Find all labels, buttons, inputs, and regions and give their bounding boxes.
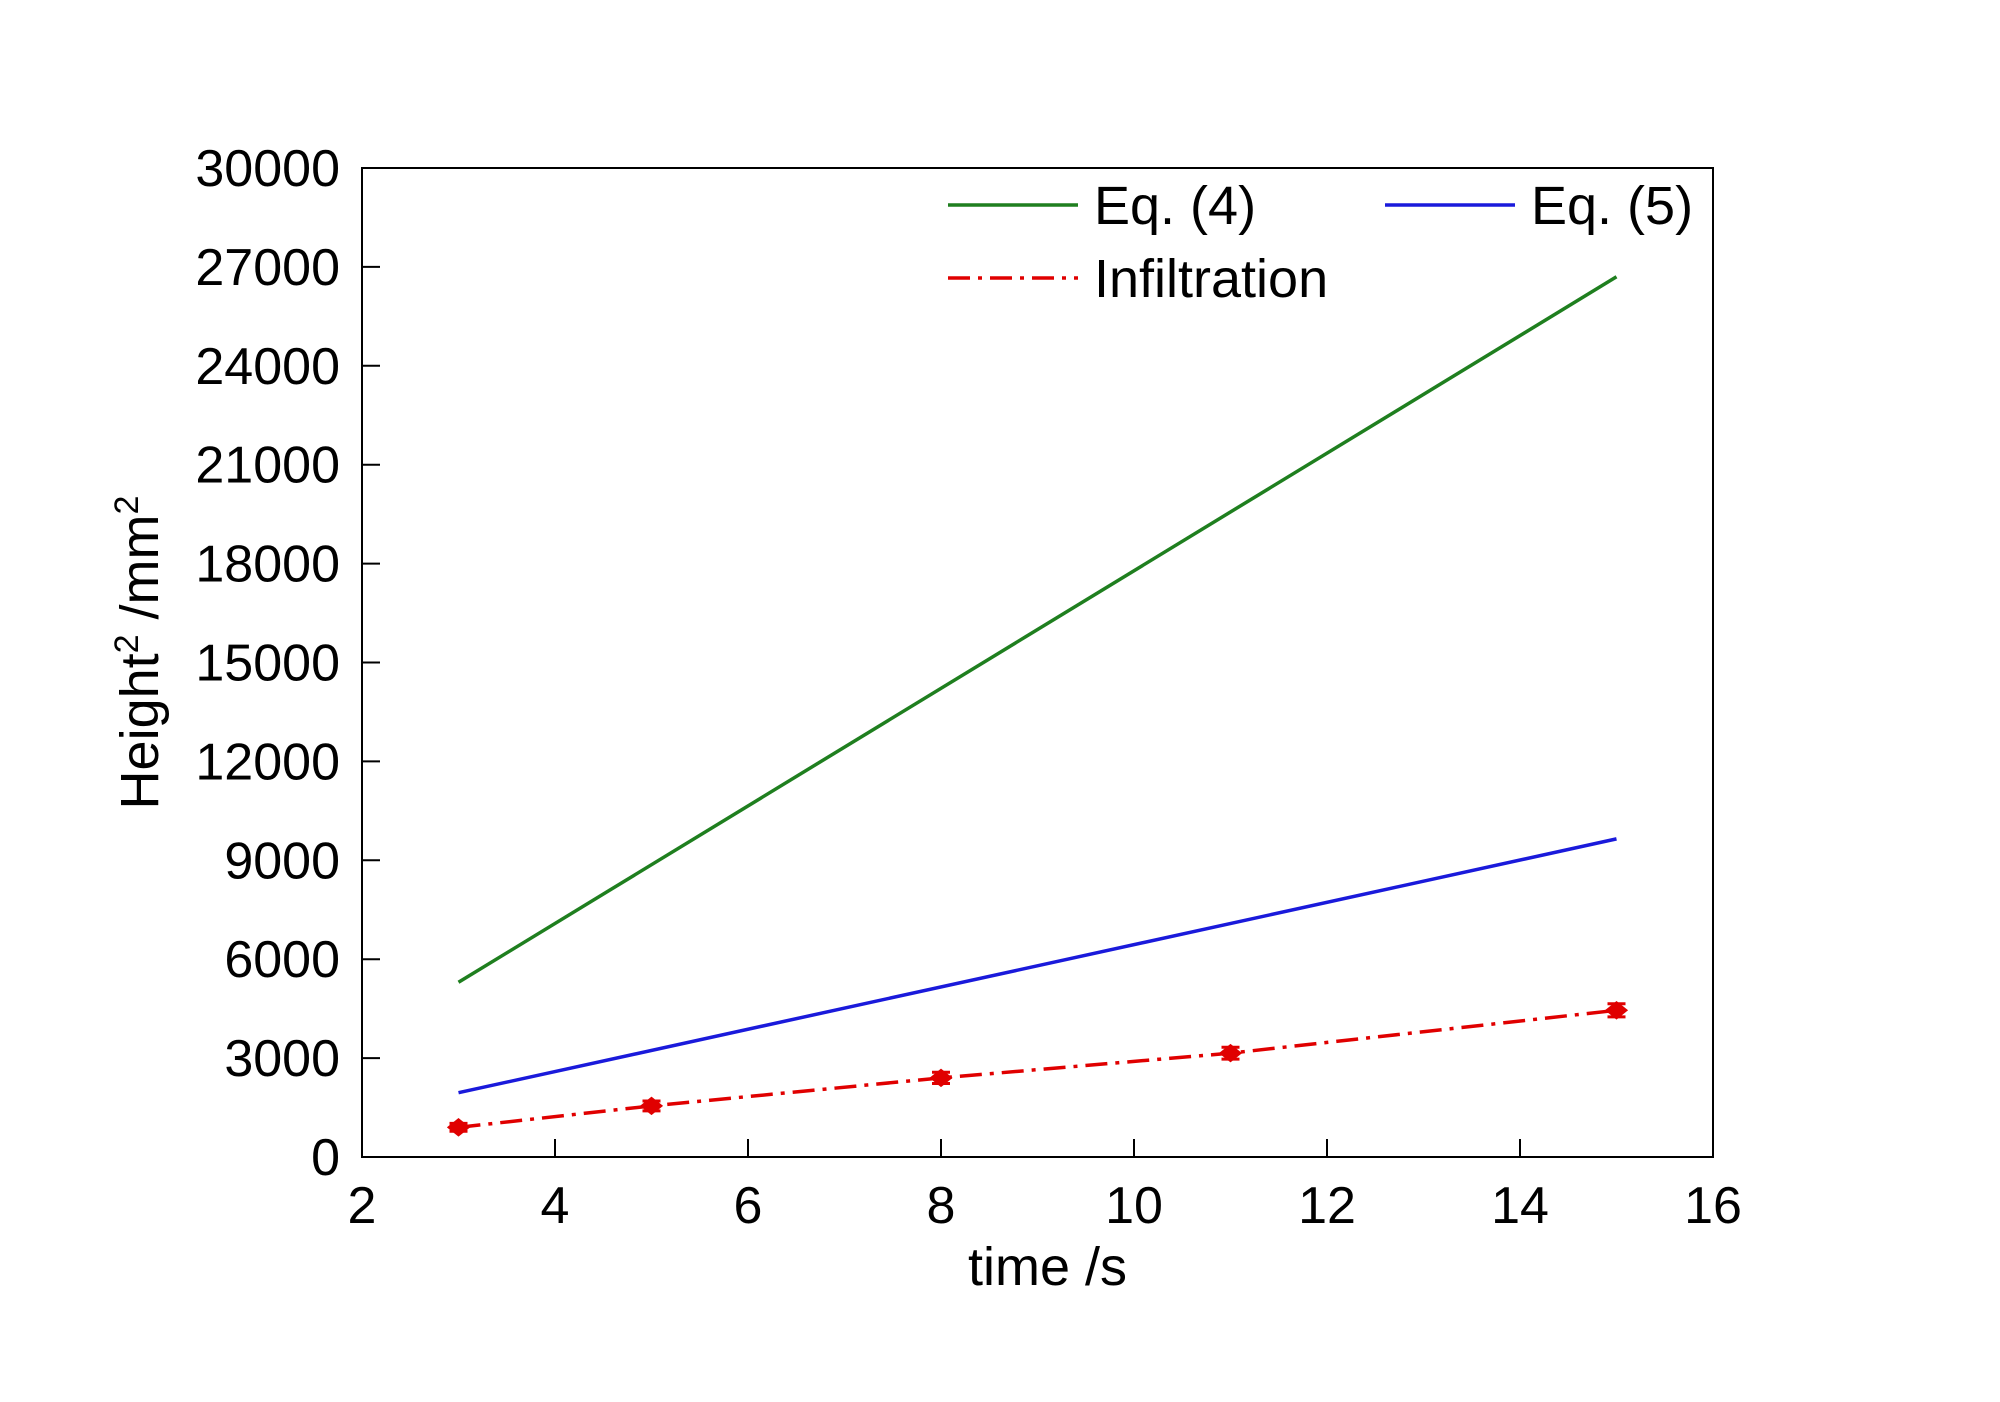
y-tick-label: 9000: [224, 832, 340, 890]
legend-label-1: Eq. (4): [1094, 176, 1256, 236]
data-point: [1604, 1001, 1629, 1020]
series-line-3: [458, 1008, 1617, 1130]
legend-label-3: Infiltration: [1094, 249, 1328, 309]
data-point: [929, 1068, 953, 1088]
x-tick-label: 2: [348, 1177, 377, 1235]
y-tick-label: 18000: [195, 536, 340, 594]
y-axis-ticks: 0 3000 6000 9000 12000 15000 18000 21000 24000 27…: [195, 140, 380, 1187]
legend-label-2: Eq. (5): [1531, 176, 1693, 236]
y-tick-label: 30000: [195, 140, 340, 198]
y-tick-label: 3000: [224, 1030, 340, 1088]
series-layer: [446, 275, 1629, 1137]
x-tick-label: 8: [927, 1177, 956, 1235]
y-tick-label: 24000: [195, 338, 340, 396]
y-tick-label: 15000: [195, 635, 340, 693]
x-tick-label: 12: [1298, 1177, 1356, 1235]
x-axis-label: time /s: [968, 1237, 1127, 1297]
x-axis-ticks: 2 4 6 8 10 12 14 16: [348, 1139, 1742, 1235]
data-point: [1218, 1043, 1243, 1063]
y-axis-label-unit: /mm: [110, 514, 170, 634]
x-tick-label: 6: [734, 1177, 763, 1235]
x-tick-label: 16: [1684, 1177, 1742, 1235]
data-point: [639, 1096, 664, 1116]
y-tick-label: 12000: [195, 733, 340, 791]
y-tick-label: 6000: [224, 931, 340, 989]
y-tick-label: 21000: [195, 437, 340, 495]
y-axis-label-sup: 2: [108, 634, 146, 653]
y-axis-label-base: Height: [110, 653, 170, 809]
x-tick-label: 4: [541, 1177, 570, 1235]
legend: Eq. (4) Eq. (5) Infiltration: [948, 176, 1693, 309]
plot-frame: [361, 167, 1714, 1158]
series-line-1: [457, 275, 1618, 984]
x-tick-label: 14: [1491, 1177, 1549, 1235]
y-axis-label-unit-sup: 2: [108, 496, 146, 515]
y-tick-label: 0: [311, 1129, 340, 1187]
x-tick-label: 10: [1105, 1177, 1163, 1235]
series-line-2: [458, 837, 1617, 1095]
y-axis-label: Height2 /mm2: [108, 496, 170, 810]
data-point: [446, 1118, 471, 1137]
y-tick-label: 27000: [195, 239, 340, 297]
